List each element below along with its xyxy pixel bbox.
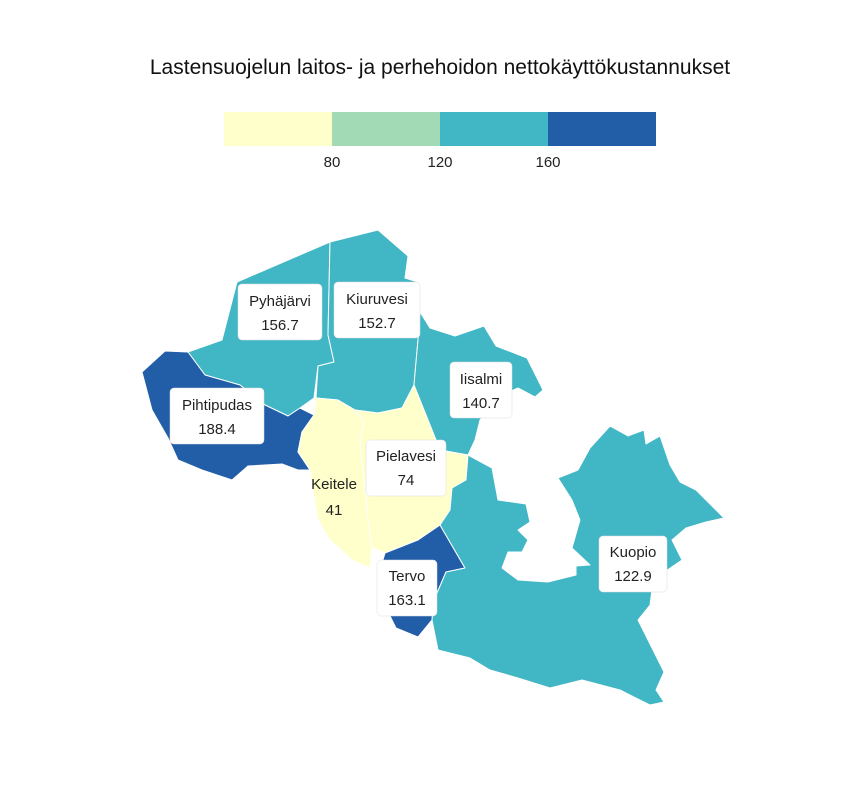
label-keitele-name: Keitele [311,476,357,493]
map-title: Lastensuojelun laitos- ja perhehoidon ne… [149,56,731,79]
label-iisalmi-name: Iisalmi [460,371,503,388]
label-kuopio-name: Kuopio [610,544,657,561]
label-iisalmi: Iisalmi 140.7 [449,361,513,419]
label-pihtipudas: Pihtipudas 188.4 [169,387,265,445]
legend-segment-3 [440,112,548,146]
label-keitele: Keitele 41 [311,476,357,519]
label-tervo: Tervo 163.1 [376,559,438,617]
label-pyhajarvi: Pyhäjärvi 156.7 [237,283,323,341]
label-kuopio-value: 122.9 [614,568,652,585]
label-pyhajarvi-name: Pyhäjärvi [249,293,311,310]
label-kiuruvesi-value: 152.7 [358,315,396,332]
label-kuopio-box [598,535,668,593]
label-pyhajarvi-box [237,283,323,341]
label-pielavesi-box [365,439,447,497]
label-kuopio: Kuopio 122.9 [598,535,668,593]
label-iisalmi-value: 140.7 [462,395,500,412]
region-kuopio[interactable] [431,425,725,706]
label-tervo-box [376,559,438,617]
legend-segment-2 [332,112,440,146]
label-tervo-value: 163.1 [388,592,426,609]
label-pihtipudas-value: 188.4 [198,421,236,438]
label-tervo-name: Tervo [389,568,426,585]
label-kiuruvesi-name: Kiuruvesi [346,291,408,308]
label-pyhajarvi-value: 156.7 [261,317,299,334]
label-pielavesi-name: Pielavesi [376,448,436,465]
label-pielavesi-value: 74 [398,472,415,489]
legend-tick-1: 80 [323,154,341,171]
color-legend [224,112,656,146]
label-kiuruvesi: Kiuruvesi 152.7 [333,281,421,339]
legend-segment-1 [224,112,332,146]
label-keitele-value: 41 [326,502,343,519]
legend-segment-4 [548,112,656,146]
label-pihtipudas-box [169,387,265,445]
label-pielavesi: Pielavesi 74 [365,439,447,497]
legend-tick-3: 160 [535,154,561,171]
label-kiuruvesi-box [333,281,421,339]
label-pihtipudas-name: Pihtipudas [182,397,252,414]
label-iisalmi-box [449,361,513,419]
region-kuopio-shape[interactable] [431,425,725,706]
legend-tick-2: 120 [427,154,453,171]
